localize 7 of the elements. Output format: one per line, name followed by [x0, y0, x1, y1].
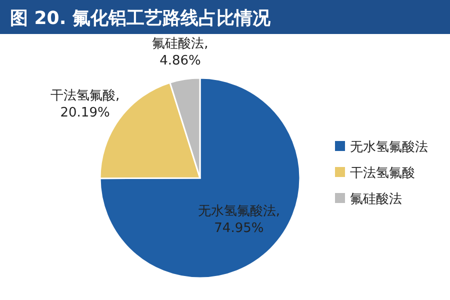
legend-label: 干法氢氟酸 [350, 166, 415, 181]
data-label: 干法氢氟酸, 20.19% [50, 88, 120, 120]
legend-label: 氟硅酸法 [350, 192, 402, 207]
data-label: 氟硅酸法, 4.86% [152, 36, 208, 69]
chart-title: 图 20. 氟化铝工艺路线占比情况 [10, 8, 272, 29]
data-label: 无水氢氟酸法, 74.95% [198, 204, 280, 236]
legend-label: 无水氢氟酸法 [350, 140, 428, 155]
